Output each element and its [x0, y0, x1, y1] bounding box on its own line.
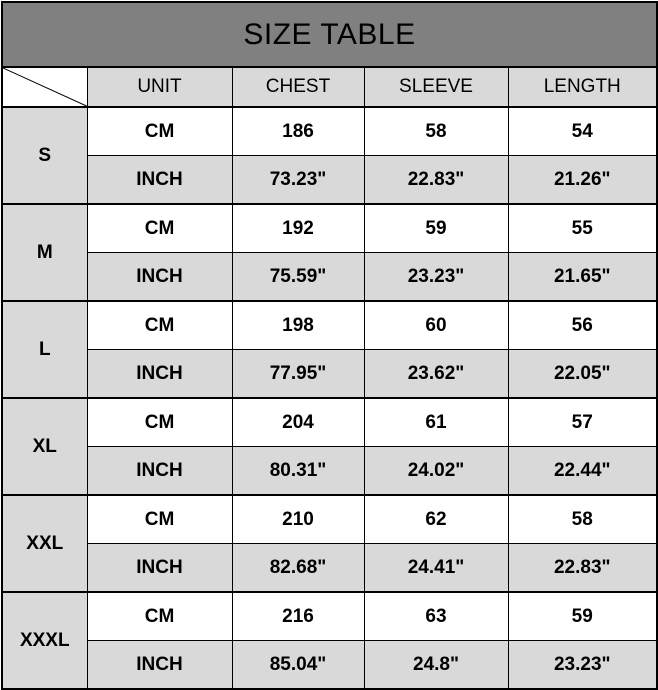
chest-cell: 198 — [231, 300, 365, 350]
unit-cell: CM — [86, 397, 233, 447]
chest-cell: 75.59" — [231, 252, 365, 302]
length-cell: 57 — [507, 397, 658, 447]
sleeve-cell: 62 — [363, 494, 509, 544]
length-cell: 22.44" — [507, 446, 658, 496]
length-cell: 22.05" — [507, 349, 658, 399]
unit-cell: INCH — [86, 543, 233, 593]
table-row-xl-inch: INCH 80.31" 24.02" 22.44" — [2, 446, 658, 496]
table-row-s-inch: INCH 73.23" 22.83" 21.26" — [2, 155, 658, 205]
chest-cell: 186 — [231, 106, 365, 156]
chest-cell: 80.31" — [231, 446, 365, 496]
header-unit: UNIT — [86, 66, 233, 108]
table-row-xl-cm: XL CM 204 61 57 — [1, 397, 658, 496]
chest-cell: 210 — [231, 494, 365, 544]
unit-cell: CM — [86, 300, 233, 350]
chest-cell: 77.95" — [231, 349, 365, 399]
length-cell: 22.83" — [507, 543, 658, 593]
chest-cell: 204 — [231, 397, 365, 447]
chest-cell: 73.23" — [231, 155, 365, 205]
table-row-xxxl-cm: XXXL CM 216 63 59 — [1, 591, 658, 690]
table-row-m-inch: INCH 75.59" 23.23" 21.65" — [2, 252, 658, 302]
unit-cell: CM — [86, 106, 233, 156]
length-cell: 23.23" — [507, 640, 658, 690]
table-title: SIZE TABLE — [1, 1, 658, 68]
length-cell: 21.65" — [507, 252, 658, 302]
sleeve-cell: 59 — [363, 203, 509, 253]
size-label: XXXL — [1, 591, 88, 690]
table-row-m-cm: M CM 192 59 55 — [1, 203, 658, 302]
length-cell: 55 — [507, 203, 658, 253]
sleeve-cell: 24.02" — [363, 446, 509, 496]
header-sleeve: SLEEVE — [363, 66, 509, 108]
chest-cell: 85.04" — [231, 640, 365, 690]
unit-cell: INCH — [86, 155, 233, 205]
chest-cell: 192 — [231, 203, 365, 253]
chest-cell: 216 — [231, 591, 365, 641]
table-row-l-inch: INCH 77.95" 23.62" 22.05" — [2, 349, 658, 399]
unit-cell: CM — [86, 591, 233, 641]
size-label: XXL — [1, 494, 88, 593]
corner-cell — [1, 66, 88, 108]
unit-cell: INCH — [86, 252, 233, 302]
unit-cell: CM — [86, 494, 233, 544]
table-row-xxl-inch: INCH 82.68" 24.41" 22.83" — [2, 543, 658, 593]
size-label: M — [1, 203, 88, 302]
sleeve-cell: 61 — [363, 397, 509, 447]
size-label: S — [1, 106, 88, 205]
diagonal-line — [3, 68, 87, 106]
length-cell: 21.26" — [507, 155, 658, 205]
header-length: LENGTH — [507, 66, 658, 108]
size-label: L — [1, 300, 88, 399]
table-row-s-cm: S CM 186 58 54 — [1, 106, 658, 205]
table-row-l-cm: L CM 198 60 56 — [1, 300, 658, 399]
sleeve-cell: 22.83" — [363, 155, 509, 205]
length-cell: 56 — [507, 300, 658, 350]
header-row: UNIT CHEST SLEEVE LENGTH — [1, 66, 658, 108]
sleeve-cell: 60 — [363, 300, 509, 350]
table-row-xxxl-inch: INCH 85.04" 24.8" 23.23" — [2, 640, 658, 690]
length-cell: 54 — [507, 106, 658, 156]
sleeve-cell: 24.41" — [363, 543, 509, 593]
sleeve-cell: 24.8" — [363, 640, 509, 690]
chest-cell: 82.68" — [231, 543, 365, 593]
sleeve-cell: 23.62" — [363, 349, 509, 399]
unit-cell: CM — [86, 203, 233, 253]
header-chest: CHEST — [231, 66, 365, 108]
table-row-xxl-cm: XXL CM 210 62 58 — [1, 494, 658, 593]
sleeve-cell: 63 — [363, 591, 509, 641]
length-cell: 58 — [507, 494, 658, 544]
sleeve-cell: 23.23" — [363, 252, 509, 302]
length-cell: 59 — [507, 591, 658, 641]
sleeve-cell: 58 — [363, 106, 509, 156]
unit-cell: INCH — [86, 349, 233, 399]
unit-cell: INCH — [86, 640, 233, 690]
unit-cell: INCH — [86, 446, 233, 496]
size-label: XL — [1, 397, 88, 496]
